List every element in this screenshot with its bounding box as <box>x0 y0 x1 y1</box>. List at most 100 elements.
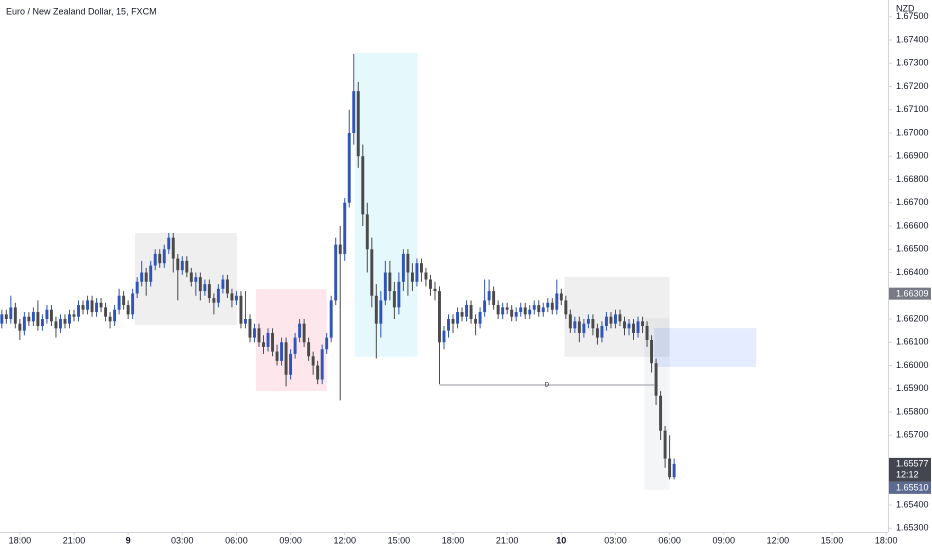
y-tick-label: 1.66900 <box>896 151 929 161</box>
candle-body <box>519 307 523 313</box>
candle-body <box>72 314 76 317</box>
candle-body <box>99 302 103 308</box>
candle-body <box>541 307 545 313</box>
candle-body <box>406 253 410 273</box>
candle-body <box>58 319 62 329</box>
y-tick-label: 1.65800 <box>896 406 929 416</box>
candle-body <box>307 342 311 357</box>
candle-body <box>329 300 333 338</box>
candle-body <box>451 319 455 324</box>
y-tick-label: 1.67000 <box>896 127 929 137</box>
candle-body <box>447 319 450 331</box>
candle-body <box>672 463 676 478</box>
y-tick-label: 1.67300 <box>896 58 929 68</box>
candle-body <box>532 305 536 310</box>
candle-body <box>275 351 279 361</box>
candle-body <box>663 430 667 459</box>
candle-body <box>478 312 482 324</box>
candle-body <box>180 260 184 271</box>
candle-body <box>68 314 71 324</box>
candle-body <box>280 342 284 361</box>
candle-body <box>95 302 99 313</box>
y-tick-label: 1.66400 <box>896 267 929 277</box>
candle-body <box>298 323 302 338</box>
candle-body <box>586 319 590 324</box>
candle-body <box>293 337 297 354</box>
y-tick-label: 1.67400 <box>896 34 929 44</box>
candle-body <box>122 295 126 306</box>
price-label-box <box>889 481 931 494</box>
y-tick-label: 1.67200 <box>896 81 929 91</box>
x-tick-label: 18:00 <box>442 535 465 545</box>
candle-body <box>36 312 40 326</box>
candle-body <box>149 265 153 282</box>
candle-body <box>627 323 631 329</box>
price-label: 1.66309 <box>896 289 929 299</box>
x-tick-label: 09:00 <box>279 535 302 545</box>
x-tick-label: 21:00 <box>63 535 86 545</box>
candle-body <box>40 319 44 326</box>
candle-body <box>316 365 320 380</box>
candle-body <box>365 214 369 250</box>
candle-body <box>505 307 509 310</box>
x-tick-label: 21:00 <box>496 535 519 545</box>
candle-body <box>582 323 586 333</box>
candle-body <box>262 342 265 347</box>
candle-body <box>302 323 306 343</box>
candle-body <box>234 295 238 301</box>
candle-body <box>311 356 315 366</box>
candle-body <box>496 305 500 315</box>
x-tick-label: 12:00 <box>767 535 790 545</box>
candle-body <box>410 272 414 282</box>
candle-body <box>591 319 595 329</box>
x-tick-label: 10 <box>556 535 566 545</box>
candle-body <box>131 293 135 315</box>
candle-body <box>356 91 360 157</box>
candle-body <box>514 312 518 317</box>
x-tick-label: 06:00 <box>658 535 681 545</box>
candle-body <box>90 300 94 313</box>
candle-body <box>18 323 22 331</box>
candle-body <box>338 244 342 254</box>
y-axis-label: NZD <box>896 3 915 13</box>
candle-body <box>86 300 90 310</box>
candle-body <box>207 284 211 299</box>
zone <box>654 328 757 367</box>
candle-body <box>198 277 202 292</box>
candle-body <box>604 316 608 326</box>
candle-body <box>397 281 401 308</box>
candle-body <box>31 312 35 322</box>
candle-body <box>194 277 198 282</box>
x-tick-label: 09:00 <box>712 535 735 545</box>
candle-body <box>401 253 405 282</box>
candle-body <box>271 332 275 352</box>
y-tick-label: 1.66000 <box>896 360 929 370</box>
candle-body <box>9 307 13 320</box>
candle-body <box>63 319 67 324</box>
candle-body <box>483 300 487 313</box>
candle-body <box>415 263 419 282</box>
candle-body <box>600 325 604 338</box>
y-tick-label: 1.66800 <box>896 174 929 184</box>
candle-body <box>433 288 437 292</box>
level-label: D <box>545 383 550 389</box>
zone <box>255 289 327 392</box>
candle-body <box>77 305 80 317</box>
x-tick-label: 18:00 <box>875 535 898 545</box>
candle-body <box>49 309 53 322</box>
candle-body <box>27 316 31 322</box>
candle-body <box>334 244 338 301</box>
x-tick-label: 9 <box>126 535 131 545</box>
price-label-box <box>889 457 931 482</box>
candle-body <box>370 249 374 296</box>
candle-body <box>54 321 58 329</box>
candle-body <box>361 156 365 215</box>
candle-body <box>492 291 496 306</box>
y-tick-label: 1.66600 <box>896 220 929 230</box>
candle-body <box>374 295 378 324</box>
x-tick-label: 15:00 <box>388 535 411 545</box>
candle-body <box>117 295 121 310</box>
candle-body <box>352 91 356 133</box>
y-tick-label: 1.66200 <box>896 313 929 323</box>
